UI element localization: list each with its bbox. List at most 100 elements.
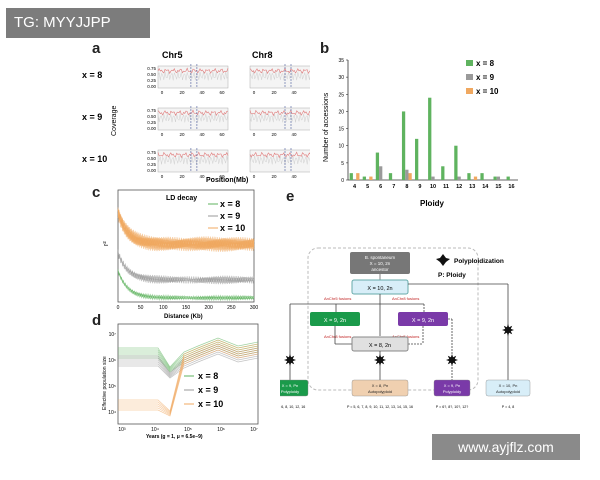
psmc-ylabel: Effective population size bbox=[102, 356, 108, 410]
coverage-xlabel: Position(Mb) bbox=[206, 177, 248, 184]
psmc-xtick: 10⁴ bbox=[151, 427, 159, 433]
panel-label-a: a bbox=[92, 40, 101, 57]
bar-x8-14 bbox=[480, 173, 484, 180]
polyploidization-legend-icon bbox=[436, 254, 450, 266]
output-node-1 bbox=[280, 379, 309, 397]
polyploidization-star bbox=[284, 354, 296, 366]
psmc-legend-x10: x = 10 bbox=[198, 399, 223, 409]
bar-xtick: 14 bbox=[482, 184, 489, 190]
psmc-line-x9 bbox=[118, 353, 259, 379]
bar-x9-6 bbox=[379, 166, 383, 180]
watermark-bottom-right: www.ayjflz.com bbox=[432, 434, 580, 460]
coverage-xtick: 0 bbox=[161, 90, 164, 95]
bar-xtick: 4 bbox=[353, 184, 357, 190]
ld-line-x10 bbox=[117, 209, 255, 248]
bar-xtick: 12 bbox=[456, 184, 462, 190]
panel-label-d: d bbox=[92, 312, 102, 329]
ancestor-line1: B. spontaneum bbox=[365, 255, 396, 260]
output-node-2-line2: Autopolyploid bbox=[368, 389, 392, 394]
ld-line-x8 bbox=[117, 269, 255, 301]
output-node-3 bbox=[433, 379, 471, 397]
coverage-ytick: 0.50 bbox=[147, 114, 156, 119]
output-node-4 bbox=[485, 379, 531, 397]
ld-xlabel: Distance (Kb) bbox=[164, 314, 203, 320]
psmc-xtick: 10⁶ bbox=[217, 427, 225, 433]
bottom-node-text: X = 8, 2n bbox=[369, 343, 391, 349]
row-label-x8: x = 8 bbox=[82, 70, 102, 80]
right-node-text: X = 9, 2n bbox=[412, 318, 434, 324]
coverage-xtick: 60 bbox=[219, 90, 225, 95]
ld-xtick: 250 bbox=[227, 305, 236, 311]
output-node-1-line1: X = 9, Pn bbox=[282, 383, 299, 388]
coverage-ytick: 0.00 bbox=[147, 168, 156, 173]
output-node-2-line1: X = 8, Pn bbox=[372, 383, 389, 388]
bar-x9-8 bbox=[405, 169, 409, 180]
bar-x10-13 bbox=[473, 176, 478, 180]
coverage-ytick: 0.75 bbox=[147, 66, 156, 71]
ld-legend-x9: x = 9 bbox=[220, 211, 240, 221]
bar-x9-15 bbox=[496, 176, 501, 180]
ld-line-x8 bbox=[117, 271, 255, 302]
psmc-legend-x9: x = 9 bbox=[198, 385, 218, 395]
coverage-xtick: 0 bbox=[161, 132, 164, 137]
coverage-bg-line bbox=[157, 155, 229, 165]
bar-x8-9 bbox=[415, 138, 419, 180]
output-node-1-ploidy: P = 6, 8, 10, 12, 16 bbox=[280, 405, 305, 409]
output-node-2 bbox=[351, 379, 409, 397]
psmc-line-x10 bbox=[118, 343, 259, 414]
panel-label-c: c bbox=[92, 184, 101, 201]
coverage-ytick: 0.75 bbox=[147, 108, 156, 113]
psmc-line-x9 bbox=[118, 351, 259, 378]
ld-title: LD decay bbox=[166, 195, 197, 202]
ld-line-x9 bbox=[117, 253, 255, 283]
psmc-ytick: 10⁵ bbox=[108, 384, 116, 390]
bar-x8-5 bbox=[362, 176, 366, 180]
fusion-label-1: AnChr5 fusions bbox=[324, 296, 351, 301]
bar-x8-6 bbox=[375, 152, 380, 180]
row-label-x9: x = 9 bbox=[82, 112, 102, 122]
ancestor-node bbox=[350, 252, 410, 274]
legend-x8: x = 8 bbox=[476, 59, 495, 68]
coverage-ytick: 0.00 bbox=[147, 126, 156, 131]
bar-xtick: 7 bbox=[392, 184, 395, 190]
coverage-xtick: 0 bbox=[253, 174, 256, 179]
bar-xtick: 13 bbox=[469, 184, 475, 190]
bar-x10-8 bbox=[408, 173, 412, 180]
coverage-line bbox=[157, 67, 229, 75]
bar-x10-5 bbox=[369, 176, 373, 180]
bar-xtick: 15 bbox=[495, 184, 501, 190]
ld-line-x8 bbox=[117, 270, 255, 301]
legend-ploidy: P: Ploidy bbox=[438, 272, 466, 279]
coverage-xtick: 20 bbox=[179, 174, 185, 179]
bar-x9-10 bbox=[431, 176, 435, 180]
bar-ytick: 0 bbox=[341, 178, 344, 184]
chr5-title: Chr5 bbox=[162, 50, 183, 60]
bar-x8-13 bbox=[467, 173, 471, 180]
coverage-panel: Chr5 Chr8 x = 8 x = 9 x = 10 Coverage Po… bbox=[82, 50, 310, 184]
ancestor-line2: X = 10, 2n bbox=[370, 261, 391, 266]
coverage-line bbox=[157, 151, 229, 159]
legend-polyploidization: Polyploidization bbox=[454, 258, 504, 265]
output-node-4-line1: X = 10, Pn bbox=[499, 383, 518, 388]
coverage-xtick: 20 bbox=[179, 90, 185, 95]
coverage-xtick: 20 bbox=[271, 132, 277, 137]
output-node-2-ploidy: P = 5, 6, 7, 8, 9, 10, 11, 12, 13, 14, 1… bbox=[347, 405, 413, 409]
bar-xlabel: Ploidy bbox=[420, 199, 445, 208]
output-node-3-line2: Polyploidy bbox=[443, 389, 461, 394]
chr8-title: Chr8 bbox=[252, 50, 273, 60]
psmc-xtick: 10³ bbox=[118, 427, 126, 433]
polyploidization-star bbox=[374, 354, 386, 366]
bar-ytick: 15 bbox=[338, 127, 344, 133]
bar-xtick: 9 bbox=[418, 184, 421, 190]
coverage-xtick: 40 bbox=[199, 132, 205, 137]
coverage-ytick: 0.25 bbox=[147, 162, 156, 167]
psmc-xtick: 10⁷ bbox=[250, 427, 258, 433]
coverage-line bbox=[249, 151, 310, 159]
psmc-line-x10 bbox=[118, 341, 259, 413]
psmc-line-x10 bbox=[118, 339, 259, 412]
bar-xtick: 6 bbox=[379, 184, 382, 190]
coverage-bg-line bbox=[249, 71, 310, 81]
psmc-ytick: 10⁴ bbox=[108, 410, 116, 416]
panel-label-b: b bbox=[320, 40, 330, 57]
bar-x8-7 bbox=[388, 173, 393, 180]
